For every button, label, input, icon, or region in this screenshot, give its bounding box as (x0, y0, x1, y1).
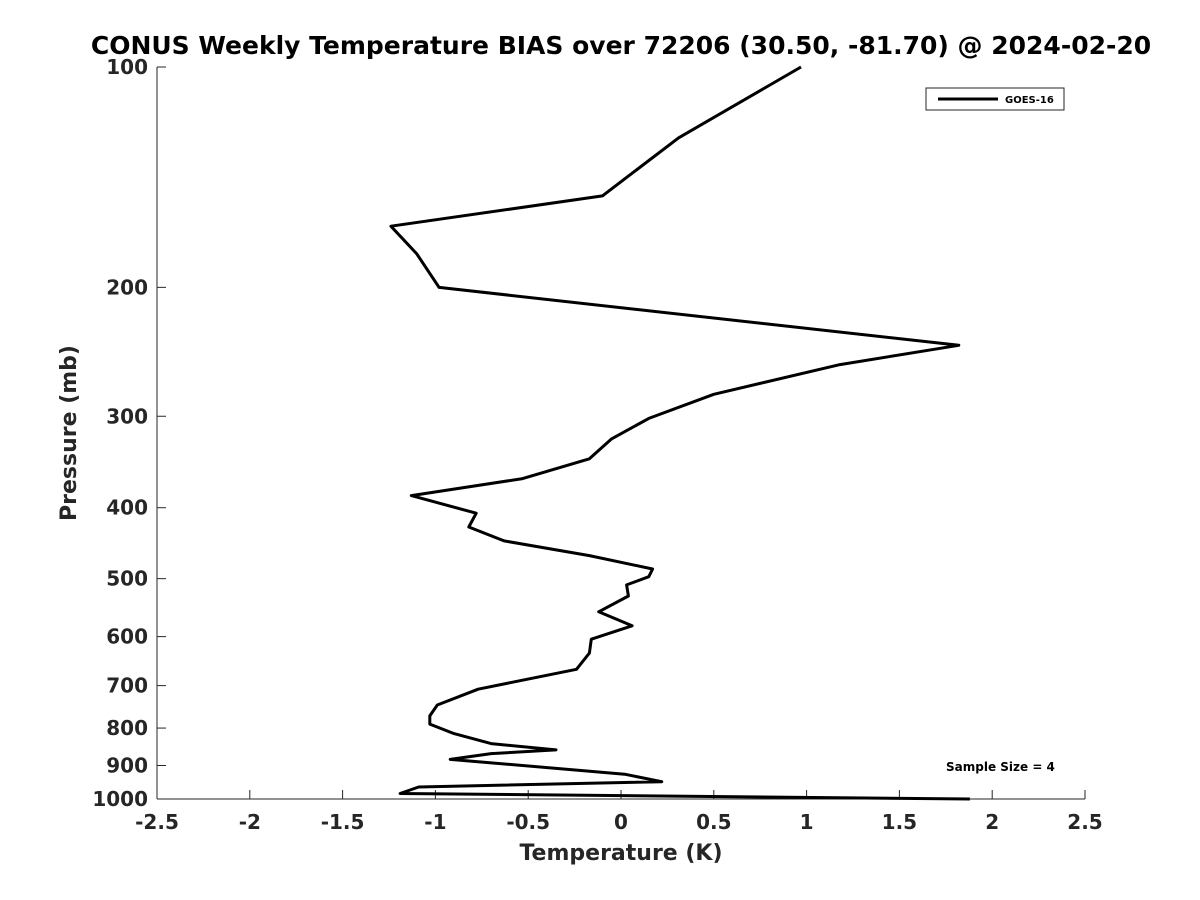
x-tick-label: -1.5 (321, 810, 365, 834)
y-tick-label: 1000 (92, 787, 148, 811)
x-axis-ticks: -2.5 -2 -1.5 -1 -0.5 0 0.5 1 1.5 2 2.5 (135, 790, 1103, 834)
y-tick-label: 500 (106, 567, 148, 591)
chart-title: CONUS Weekly Temperature BIAS over 72206… (91, 31, 1151, 60)
y-tick-label: 400 (106, 496, 148, 520)
x-tick-label: -2 (239, 810, 261, 834)
x-tick-label: 2.5 (1067, 810, 1102, 834)
x-tick-label: 0 (614, 810, 628, 834)
x-axis-label: Temperature (K) (519, 841, 722, 866)
series-line-goes-16 (389, 65, 970, 801)
x-tick-label: 0.5 (696, 810, 731, 834)
x-tick-label: -2.5 (135, 810, 179, 834)
y-tick-label: 100 (106, 55, 148, 79)
x-tick-label: 2 (985, 810, 999, 834)
x-tick-label: -1 (424, 810, 446, 834)
y-tick-label: 300 (106, 404, 148, 428)
x-tick-label: -0.5 (506, 810, 550, 834)
sample-size-annotation: Sample Size = 4 (946, 760, 1055, 774)
y-axis-ticks: 100 200 300 400 500 600 700 800 900 1000 (92, 55, 166, 811)
legend: GOES-16 (925, 87, 1065, 111)
y-tick-label: 900 (106, 754, 148, 778)
legend-label-goes-16: GOES-16 (1005, 95, 1054, 106)
x-tick-label: 1 (800, 810, 814, 834)
y-tick-label: 600 (106, 625, 148, 649)
y-tick-label: 200 (106, 275, 148, 299)
y-tick-label: 700 (106, 674, 148, 698)
y-axis-label: Pressure (mb) (57, 345, 82, 521)
x-tick-label: 1.5 (882, 810, 917, 834)
y-tick-label: 800 (106, 716, 148, 740)
